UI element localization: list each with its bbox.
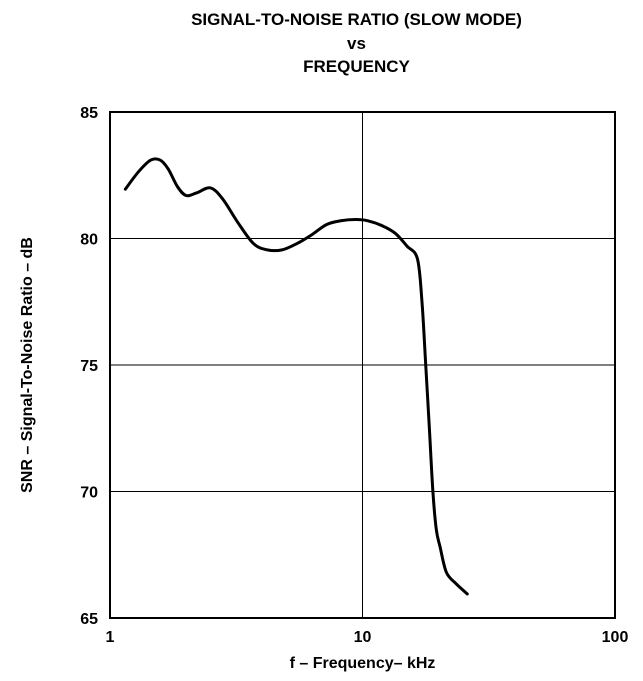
y-tick-label: 80 (80, 232, 98, 249)
x-tick-label: 1 (106, 629, 115, 646)
grid (110, 112, 615, 618)
y-axis-label: SNR – Signal-To-Noise Ratio – dB (19, 237, 36, 493)
y-tick-label: 85 (80, 105, 98, 122)
chart-title-line-3: FREQUENCY (303, 57, 410, 76)
y-tick-label: 70 (80, 485, 98, 502)
series-layer (123, 157, 469, 596)
chart-title-line-2: vs (347, 34, 366, 53)
y-tick-label: 75 (80, 358, 98, 375)
x-tick-label: 10 (354, 629, 372, 646)
chart-title-line-1: SIGNAL-TO-NOISE RATIO (SLOW MODE) (191, 10, 522, 29)
series-line-0 (123, 157, 469, 596)
x-tick-label: 100 (602, 629, 629, 646)
plot-frame (109, 111, 616, 619)
tick-labels: 65 70 75 80 85 1 10 100 (80, 105, 628, 646)
y-tick-label: 65 (80, 611, 98, 628)
x-axis-label: f – Frequency– kHz (290, 655, 436, 672)
